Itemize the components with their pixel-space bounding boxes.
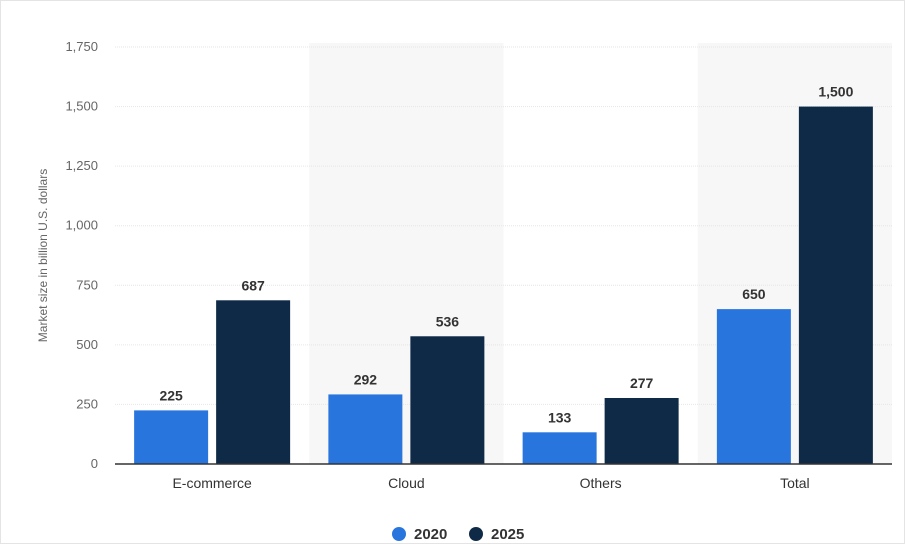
y-tick-label: 1,250	[65, 158, 98, 173]
legend: 2020 2025	[392, 526, 524, 543]
x-category-label: Total	[780, 475, 810, 491]
data-label: 277	[630, 375, 654, 391]
y-tick-label: 750	[76, 277, 98, 292]
x-axis-categories: E-commerce Cloud Others Total	[172, 475, 809, 491]
bar-2025-total[interactable]	[798, 106, 873, 465]
data-label: 225	[159, 387, 183, 403]
bar-2020-cloud[interactable]	[328, 394, 403, 464]
y-tick-label: 0	[91, 456, 98, 471]
legend-label: 2025	[491, 526, 524, 543]
bar-2020-e-commerce[interactable]	[134, 410, 209, 464]
x-category-label: Others	[580, 475, 622, 491]
bars	[134, 106, 873, 465]
bar-2025-others[interactable]	[604, 397, 679, 464]
data-labels: 225 687 292 536 133 277 650 1,500	[159, 84, 853, 426]
y-axis-ticks: 0 250 500 750 1,000 1,250 1,500 1,750	[65, 39, 98, 471]
legend-label: 2020	[414, 526, 447, 543]
bar-2020-others[interactable]	[522, 432, 597, 464]
legend-item-2025[interactable]: 2025	[469, 526, 524, 543]
y-tick-label: 500	[76, 337, 98, 352]
legend-swatch	[392, 527, 406, 541]
bar-2025-e-commerce[interactable]	[216, 300, 291, 464]
legend-item-2020[interactable]: 2020	[392, 526, 447, 543]
data-label: 1,500	[818, 84, 853, 100]
data-label: 687	[241, 277, 265, 293]
y-axis-label: Market size in billion U.S. dollars	[36, 169, 50, 342]
bar-2020-total[interactable]	[716, 309, 791, 464]
x-category-label: Cloud	[388, 475, 425, 491]
y-tick-label: 1,750	[65, 39, 98, 54]
y-tick-label: 250	[76, 396, 98, 411]
data-label: 650	[742, 286, 766, 302]
legend-swatch	[469, 527, 483, 541]
x-category-label: E-commerce	[172, 475, 252, 491]
gridlines	[115, 46, 892, 405]
data-label: 292	[354, 371, 378, 387]
bar-2025-cloud[interactable]	[410, 336, 485, 464]
y-tick-label: 1,000	[65, 218, 98, 233]
data-label: 133	[548, 409, 572, 425]
data-label: 536	[436, 313, 460, 329]
y-tick-label: 1,500	[65, 99, 98, 114]
